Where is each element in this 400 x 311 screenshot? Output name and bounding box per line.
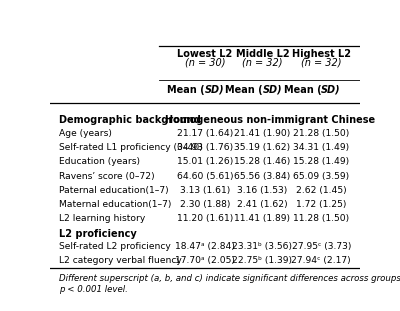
Text: 21.41 (1.90): 21.41 (1.90) (234, 129, 290, 138)
Text: L2 category verbal fluency: L2 category verbal fluency (59, 256, 182, 265)
Text: Ravens’ score (0–72): Ravens’ score (0–72) (59, 172, 155, 181)
Text: 3.16 (1.53): 3.16 (1.53) (237, 186, 288, 195)
Text: 2.41 (1.62): 2.41 (1.62) (237, 200, 288, 209)
Text: 21.17 (1.64): 21.17 (1.64) (177, 129, 233, 138)
Text: 11.41 (1.89): 11.41 (1.89) (234, 214, 290, 223)
Text: 64.60 (5.61): 64.60 (5.61) (177, 172, 233, 181)
Text: (n = 32): (n = 32) (242, 58, 282, 67)
Text: 18.47ᵃ (2.84): 18.47ᵃ (2.84) (175, 242, 235, 251)
Text: 35.19 (1.62): 35.19 (1.62) (234, 143, 290, 152)
Text: 22.75ᵇ (1.39): 22.75ᵇ (1.39) (232, 256, 292, 265)
Text: p < 0.001 level.: p < 0.001 level. (59, 285, 128, 294)
Text: 27.95ᶜ (3.73): 27.95ᶜ (3.73) (292, 242, 351, 251)
Text: 15.28 (1.49): 15.28 (1.49) (293, 157, 349, 166)
Text: 2.30 (1.88): 2.30 (1.88) (180, 200, 230, 209)
Text: Paternal education(1–7): Paternal education(1–7) (59, 186, 169, 195)
Text: 34.93 (1.76): 34.93 (1.76) (177, 143, 233, 152)
Text: 15.01 (1.26): 15.01 (1.26) (177, 157, 233, 166)
Text: Lowest L2: Lowest L2 (177, 49, 233, 58)
Text: Homogeneous non-immigrant Chinese: Homogeneous non-immigrant Chinese (165, 115, 375, 125)
Text: L2 proficiency: L2 proficiency (59, 229, 137, 239)
Text: 3.13 (1.61): 3.13 (1.61) (180, 186, 230, 195)
Text: SD): SD) (262, 85, 282, 95)
Text: 1.72 (1.25): 1.72 (1.25) (296, 200, 346, 209)
Text: Education (years): Education (years) (59, 157, 140, 166)
Text: 27.94ᶜ (2.17): 27.94ᶜ (2.17) (292, 256, 351, 265)
Text: 23.31ᵇ (3.56): 23.31ᵇ (3.56) (232, 242, 292, 251)
Text: Highest L2: Highest L2 (292, 49, 351, 58)
Text: Self-rated L2 proficiency: Self-rated L2 proficiency (59, 242, 171, 251)
Text: Mean (SD): Mean (SD) (0, 310, 1, 311)
Text: 11.28 (1.50): 11.28 (1.50) (293, 214, 349, 223)
Text: SD): SD) (205, 85, 225, 95)
Text: 11.20 (1.61): 11.20 (1.61) (177, 214, 233, 223)
Text: Mean (: Mean ( (284, 85, 321, 95)
Text: Self-rated L1 proficiency (0–40): Self-rated L1 proficiency (0–40) (59, 143, 203, 152)
Text: L2 learning history: L2 learning history (59, 214, 146, 223)
Text: 17.70ᵃ (2.05): 17.70ᵃ (2.05) (175, 256, 235, 265)
Text: (n = 30): (n = 30) (185, 58, 225, 67)
Text: 34.31 (1.49): 34.31 (1.49) (293, 143, 349, 152)
Text: (n = 32): (n = 32) (301, 58, 342, 67)
Text: Middle L2: Middle L2 (236, 49, 289, 58)
Text: 15.28 (1.46): 15.28 (1.46) (234, 157, 290, 166)
Text: Mean (: Mean ( (167, 85, 205, 95)
Text: 65.09 (3.59): 65.09 (3.59) (293, 172, 349, 181)
Text: SD): SD) (321, 85, 341, 95)
Text: 21.28 (1.50): 21.28 (1.50) (293, 129, 349, 138)
Text: Mean (SD): Mean (SD) (0, 310, 1, 311)
Text: Demographic background: Demographic background (59, 115, 201, 125)
Text: 65.56 (3.84): 65.56 (3.84) (234, 172, 290, 181)
Text: Age (years): Age (years) (59, 129, 112, 138)
Text: Mean (: Mean ( (225, 85, 262, 95)
Text: Different superscript (a, b, and c) indicate significant differences across grou: Different superscript (a, b, and c) indi… (59, 273, 400, 282)
Text: Mean (SD): Mean (SD) (0, 310, 1, 311)
Text: Maternal education(1–7): Maternal education(1–7) (59, 200, 172, 209)
Text: 2.62 (1.45): 2.62 (1.45) (296, 186, 346, 195)
